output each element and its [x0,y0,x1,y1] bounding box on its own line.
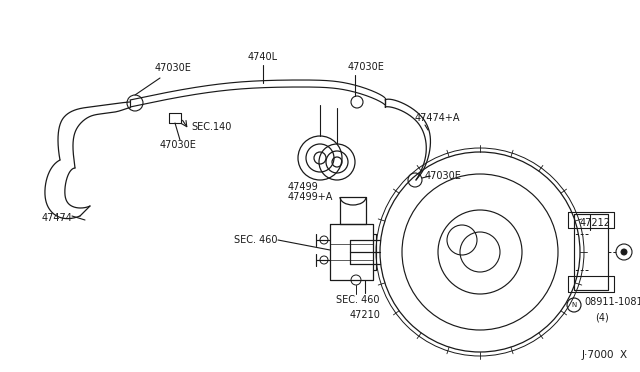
Text: 47499: 47499 [288,182,319,192]
Text: N: N [572,302,577,308]
Text: 47212: 47212 [580,218,611,228]
Text: 47030E: 47030E [160,140,197,150]
Text: 4740L: 4740L [248,52,278,62]
Text: 47030E: 47030E [348,62,385,72]
Text: SEC. 460: SEC. 460 [234,235,278,245]
Text: 47474: 47474 [42,213,73,223]
Text: 47030E: 47030E [155,63,192,73]
Text: 08911-1081G: 08911-1081G [584,297,640,307]
Text: 47030E: 47030E [425,171,462,181]
Circle shape [621,249,627,255]
Text: 47499+A: 47499+A [288,192,333,202]
Text: 47210: 47210 [349,310,380,320]
Text: SEC. 460: SEC. 460 [336,295,380,305]
Text: J·7000  X: J·7000 X [582,350,628,360]
Text: SEC.140: SEC.140 [191,122,232,132]
Text: (4): (4) [595,312,609,322]
Text: 47474+A: 47474+A [415,113,461,123]
